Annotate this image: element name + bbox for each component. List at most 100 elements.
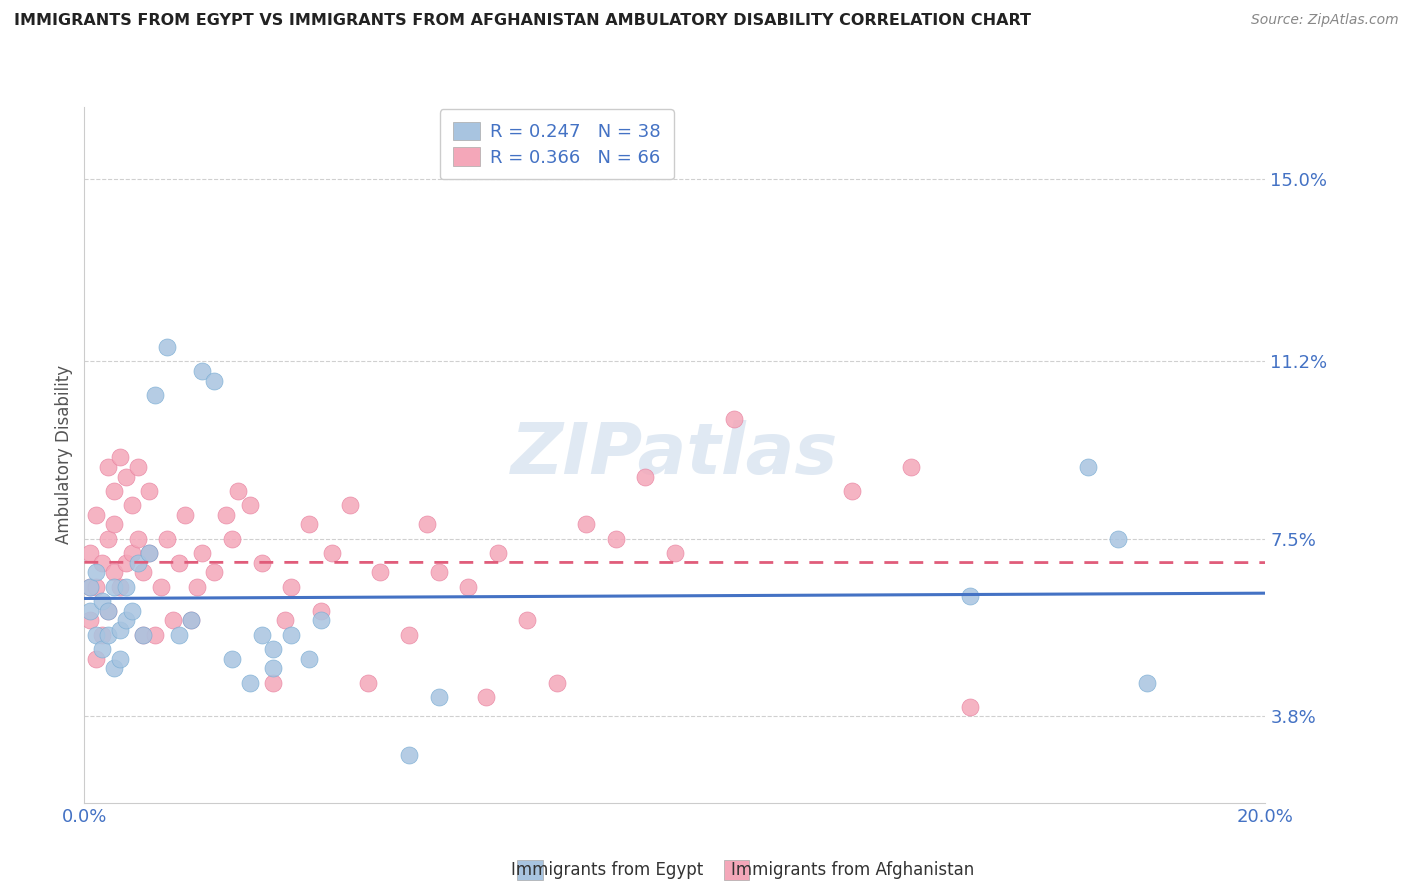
Point xyxy=(723,412,745,426)
Point xyxy=(959,590,981,604)
Point xyxy=(239,676,262,690)
Point xyxy=(114,469,136,483)
Text: Source: ZipAtlas.com: Source: ZipAtlas.com xyxy=(1251,13,1399,28)
Point xyxy=(368,566,391,580)
Point xyxy=(103,580,125,594)
Point xyxy=(132,628,155,642)
Point xyxy=(114,580,136,594)
Point xyxy=(103,483,125,498)
Point xyxy=(475,690,498,705)
Point xyxy=(79,580,101,594)
Point xyxy=(309,604,332,618)
Point xyxy=(156,340,179,354)
Point xyxy=(97,532,120,546)
Point xyxy=(167,628,190,642)
Point xyxy=(103,517,125,532)
Point xyxy=(132,628,155,642)
Point xyxy=(262,676,284,690)
Point xyxy=(127,532,149,546)
Point xyxy=(900,459,922,474)
Point xyxy=(605,532,627,546)
Point xyxy=(298,652,321,666)
Text: IMMIGRANTS FROM EGYPT VS IMMIGRANTS FROM AFGHANISTAN AMBULATORY DISABILITY CORRE: IMMIGRANTS FROM EGYPT VS IMMIGRANTS FROM… xyxy=(14,13,1031,29)
Point xyxy=(959,699,981,714)
Point xyxy=(191,364,214,378)
Point xyxy=(143,388,166,402)
Text: Immigrants from Afghanistan: Immigrants from Afghanistan xyxy=(731,861,974,879)
Point xyxy=(91,594,114,608)
Point xyxy=(138,546,160,560)
Point xyxy=(486,546,509,560)
Point xyxy=(138,483,160,498)
Point xyxy=(321,546,343,560)
Point xyxy=(143,628,166,642)
Point xyxy=(250,628,273,642)
Point xyxy=(427,690,450,705)
Point xyxy=(262,661,284,675)
Point xyxy=(173,508,195,522)
Point xyxy=(167,556,190,570)
Point xyxy=(250,556,273,570)
Point xyxy=(262,642,284,657)
Point xyxy=(280,628,302,642)
Point xyxy=(339,498,361,512)
Point xyxy=(841,483,863,498)
Point xyxy=(546,676,568,690)
Point xyxy=(150,580,173,594)
Point xyxy=(202,374,225,388)
Point xyxy=(132,566,155,580)
Point xyxy=(280,580,302,594)
Point xyxy=(91,628,114,642)
Point xyxy=(97,604,120,618)
Point xyxy=(1077,459,1099,474)
Point xyxy=(84,652,107,666)
Point xyxy=(398,747,420,762)
Point xyxy=(127,459,149,474)
Point xyxy=(97,459,120,474)
Point xyxy=(186,580,208,594)
Point xyxy=(457,580,479,594)
Point xyxy=(84,508,107,522)
Point xyxy=(221,652,243,666)
Point xyxy=(516,614,538,628)
Point xyxy=(103,661,125,675)
Point xyxy=(357,676,380,690)
Point xyxy=(84,628,107,642)
Point xyxy=(108,623,131,637)
Point xyxy=(634,469,657,483)
Point xyxy=(91,556,114,570)
Point xyxy=(1107,532,1129,546)
Point xyxy=(202,566,225,580)
Point xyxy=(114,556,136,570)
Point xyxy=(298,517,321,532)
Point xyxy=(215,508,238,522)
Point xyxy=(97,604,120,618)
Point xyxy=(79,604,101,618)
Point xyxy=(84,580,107,594)
Point xyxy=(575,517,598,532)
Point xyxy=(309,614,332,628)
Point xyxy=(1136,676,1159,690)
Point xyxy=(108,450,131,465)
Point xyxy=(664,546,686,560)
Text: Immigrants from Egypt: Immigrants from Egypt xyxy=(510,861,703,879)
Point xyxy=(162,614,184,628)
Legend: R = 0.247   N = 38, R = 0.366   N = 66: R = 0.247 N = 38, R = 0.366 N = 66 xyxy=(440,109,673,179)
Text: ZIPatlas: ZIPatlas xyxy=(512,420,838,490)
Point xyxy=(121,604,143,618)
Point xyxy=(79,614,101,628)
Point xyxy=(180,614,202,628)
Point xyxy=(108,652,131,666)
Point xyxy=(108,580,131,594)
Point xyxy=(79,546,101,560)
Point xyxy=(416,517,439,532)
Point xyxy=(84,566,107,580)
Point xyxy=(180,614,202,628)
Point xyxy=(156,532,179,546)
Point xyxy=(103,566,125,580)
Point xyxy=(274,614,297,628)
Point xyxy=(398,628,420,642)
Point xyxy=(91,642,114,657)
Point xyxy=(121,546,143,560)
Point xyxy=(114,614,136,628)
